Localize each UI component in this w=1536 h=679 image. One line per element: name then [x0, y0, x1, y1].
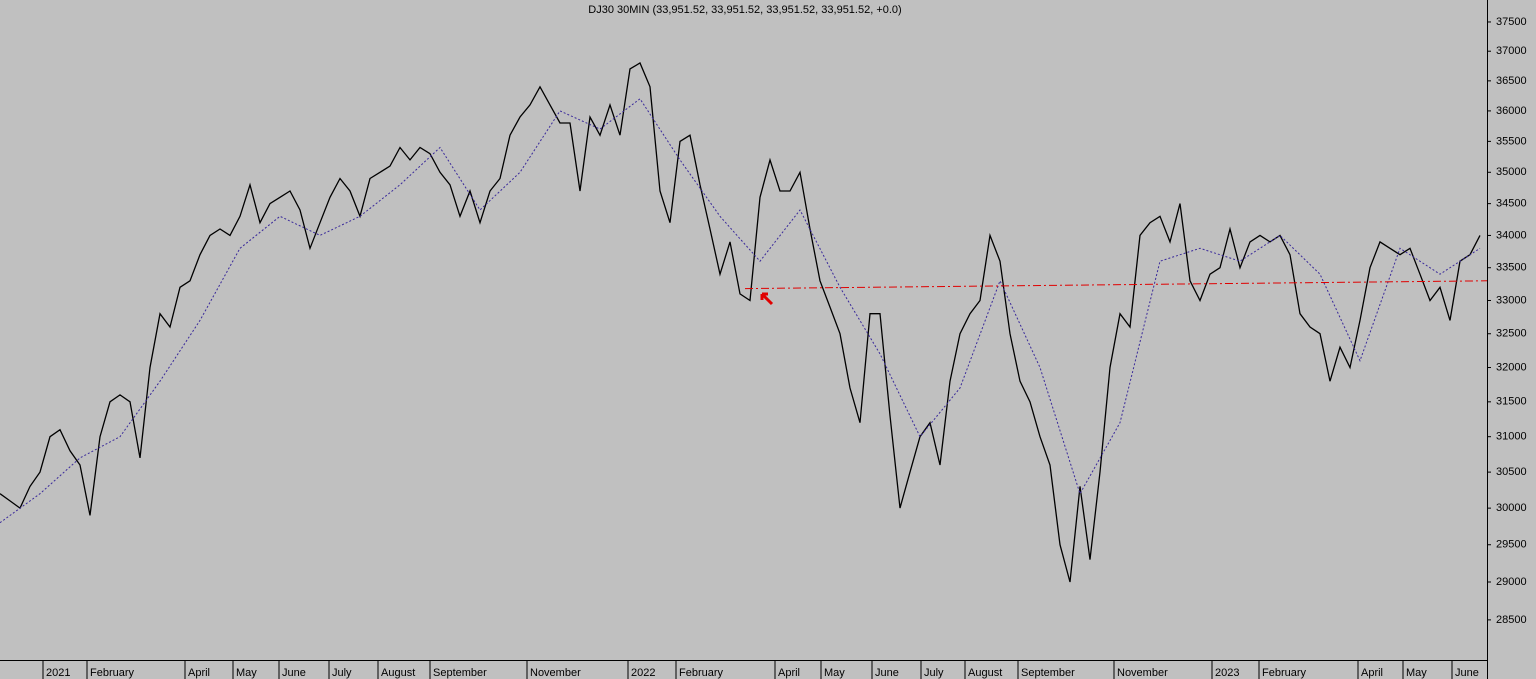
x-tick-label: May: [1406, 667, 1427, 679]
y-tick-label: 32000: [1496, 361, 1527, 373]
y-tick-label: 28500: [1496, 614, 1527, 626]
arrow-annotation: [760, 292, 774, 306]
x-tick-label: 2023: [1215, 667, 1239, 679]
y-tick-label: 34000: [1496, 229, 1527, 241]
price-line: [0, 62, 1481, 583]
y-tick-label: 33500: [1496, 262, 1527, 274]
x-tick-label: February: [679, 667, 724, 679]
x-tick-label: September: [1021, 667, 1075, 679]
y-tick-label: 30000: [1496, 502, 1527, 514]
x-tick-label: June: [1455, 667, 1479, 679]
x-tick-label: May: [236, 667, 257, 679]
y-tick-label: 33000: [1496, 294, 1527, 306]
x-tick-label: 2022: [631, 667, 655, 679]
price-line: [0, 98, 1481, 524]
x-tick-label: August: [381, 667, 415, 679]
x-tick-label: February: [90, 667, 135, 679]
x-tick-label: May: [824, 667, 845, 679]
y-tick-label: 31000: [1496, 431, 1527, 443]
x-tick-label: June: [875, 667, 899, 679]
x-tick-label: June: [282, 667, 306, 679]
y-tick-label: 35000: [1496, 166, 1527, 178]
x-tick-label: September: [433, 667, 487, 679]
y-tick-label: 36500: [1496, 75, 1527, 87]
y-tick-label: 29000: [1496, 576, 1527, 588]
x-tick-label: April: [1361, 667, 1383, 679]
x-tick-label: August: [968, 667, 1002, 679]
reference-line: [744, 280, 1488, 290]
x-tick-label: November: [1117, 667, 1168, 679]
x-tick-label: 2021: [46, 667, 70, 679]
y-tick-label: 37000: [1496, 45, 1527, 57]
y-tick-label: 31500: [1496, 396, 1527, 408]
y-tick-label: 36000: [1496, 105, 1527, 117]
y-tick-label: 32500: [1496, 328, 1527, 340]
x-tick-label: July: [924, 667, 944, 679]
y-tick-label: 35500: [1496, 135, 1527, 147]
x-tick-label: April: [778, 667, 800, 679]
y-tick-label: 34500: [1496, 198, 1527, 210]
x-tick-label: July: [332, 667, 352, 679]
y-tick-label: 29500: [1496, 539, 1527, 551]
y-tick-label: 30500: [1496, 466, 1527, 478]
x-tick-label: November: [530, 667, 581, 679]
y-tick-label: 37500: [1496, 16, 1527, 28]
x-tick-label: February: [1262, 667, 1307, 679]
x-tick-label: April: [188, 667, 210, 679]
chart-title: DJ30 30MIN (33,951.52, 33,951.52, 33,951…: [588, 4, 901, 16]
